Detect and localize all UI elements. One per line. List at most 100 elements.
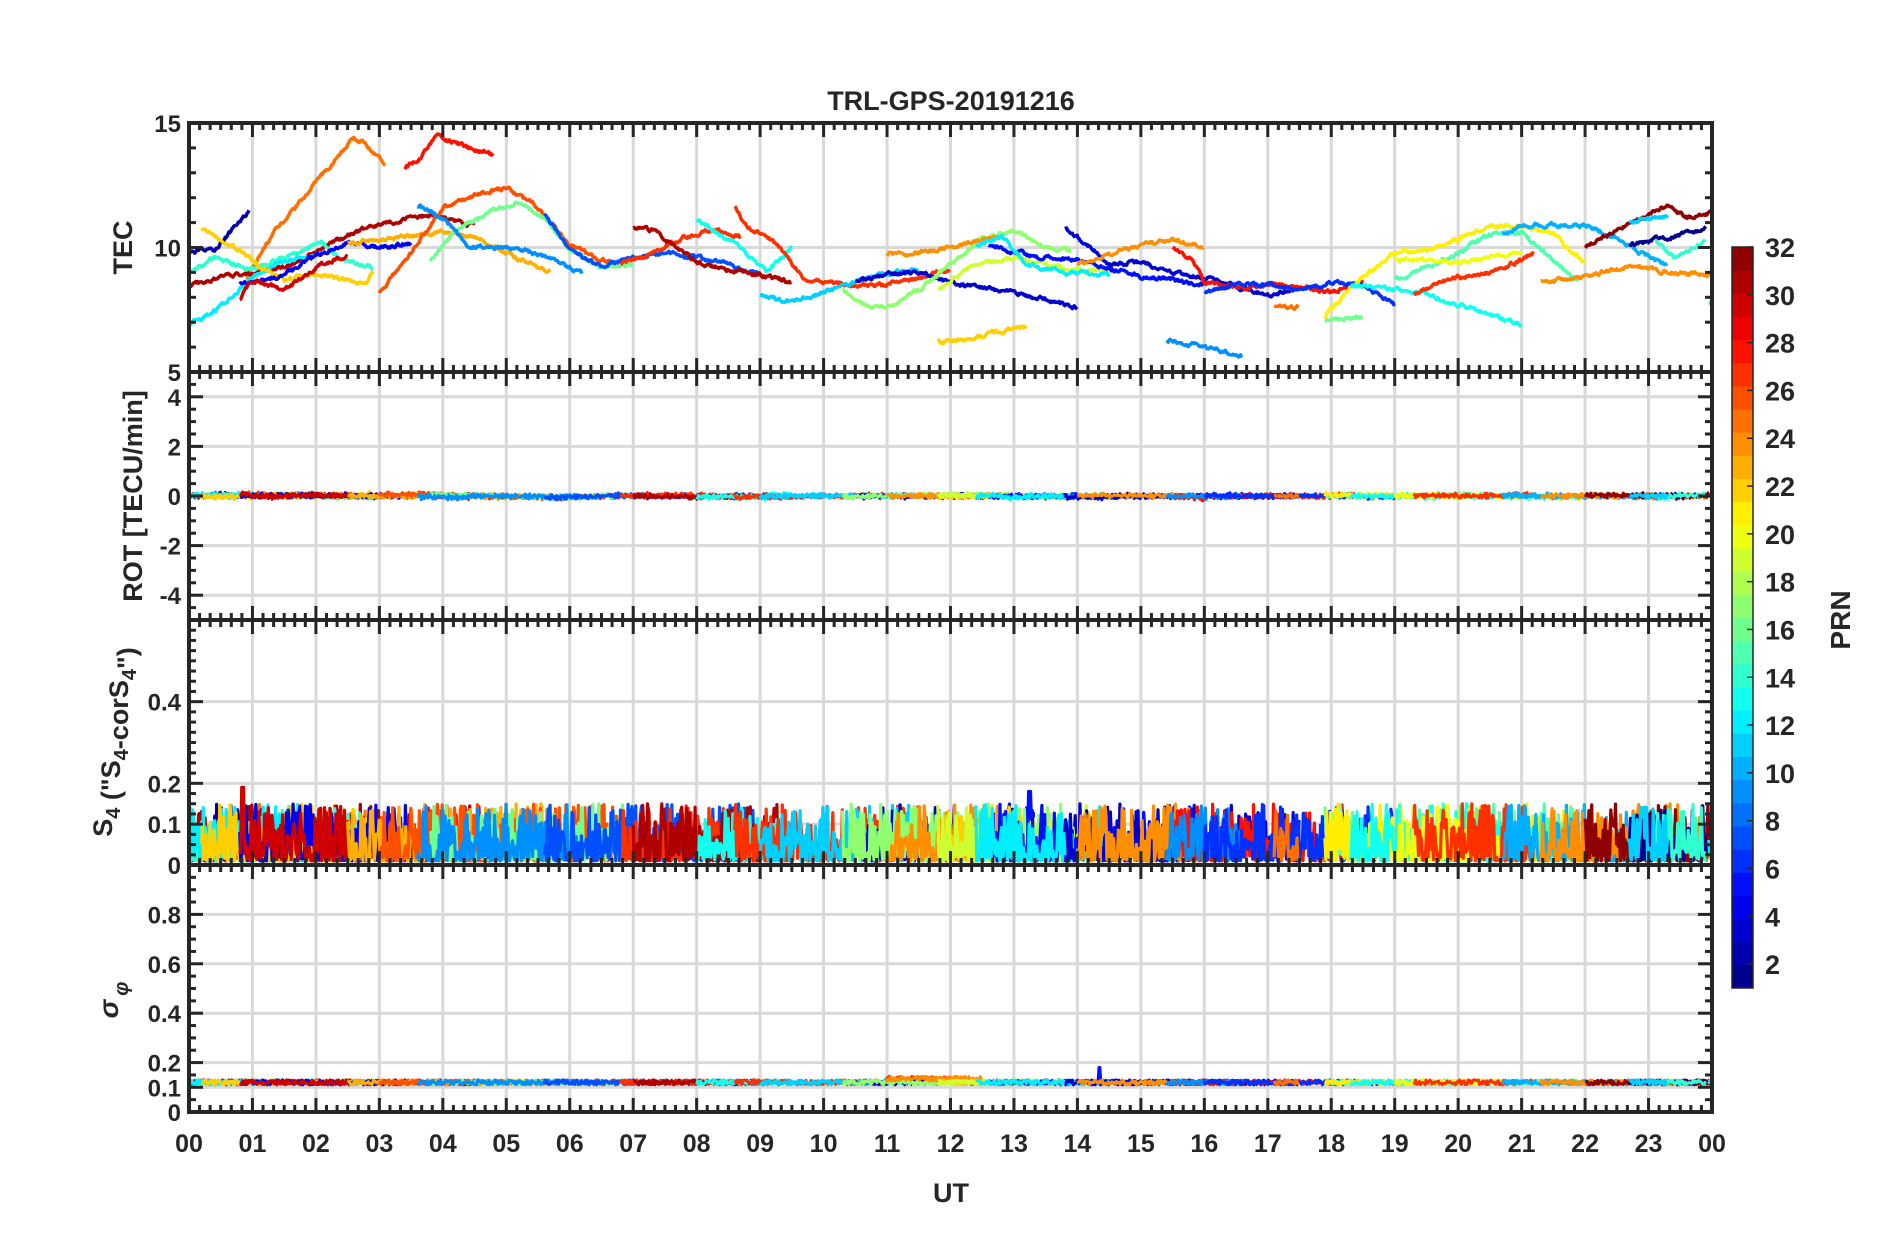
x-tick-label: 06 <box>556 1130 584 1158</box>
tec-series-prn-9 <box>1165 337 1244 359</box>
colorbar-tick-label: 16 <box>1765 615 1795 645</box>
colorbar-level <box>1732 825 1753 850</box>
label-part: ") <box>112 647 142 669</box>
x-tick-label: 10 <box>810 1130 838 1158</box>
tec-series-prn-3 <box>1063 226 1300 299</box>
rot-series-prn-11 <box>1628 492 1669 500</box>
tec-axes: 5 10 15 <box>154 111 1714 387</box>
sigma-ytick-label: 0.2 <box>148 1051 181 1078</box>
s4-ytick-label: 0 <box>168 853 181 880</box>
sigma-series-prn-11 <box>1628 1078 1669 1087</box>
tec-ytick-label: 10 <box>154 236 181 263</box>
x-tick-label: 11 <box>874 1130 901 1158</box>
tec-series-prn-26 <box>377 185 622 294</box>
x-tick-label: 03 <box>365 1130 393 1158</box>
x-tick-label: 23 <box>1635 1130 1663 1158</box>
sigma-axes: 00.10.2 0.4 0.6 0.8 <box>148 863 1714 1127</box>
x-tick-label: 17 <box>1254 1130 1282 1158</box>
colorbar-level <box>1732 548 1753 572</box>
sigma-axis-label: σφ <box>93 982 133 1019</box>
colorbar-level <box>1732 478 1753 503</box>
sigma-ytick-label: 0.6 <box>148 952 181 979</box>
tec-series-prn-17 <box>841 228 1072 311</box>
colorbar-tick-label: 8 <box>1765 807 1780 837</box>
sigma-ytick-label: 0.4 <box>148 1001 182 1028</box>
rot-axis-label: ROT [TECU/min] <box>118 390 148 601</box>
colorbar-level <box>1732 756 1753 781</box>
x-tick-label: 00 <box>175 1130 203 1158</box>
colorbar-tick-label: 10 <box>1765 759 1795 789</box>
colorbar-tick-label: 18 <box>1765 568 1795 598</box>
tec-series-prn-22 <box>936 324 1028 346</box>
colorbar-label: PRN <box>1825 590 1856 649</box>
colorbar-tick-label: 14 <box>1765 663 1795 693</box>
x-tick-label: 04 <box>429 1130 457 1158</box>
x-tick-label: 01 <box>239 1130 267 1158</box>
colorbar-level <box>1732 686 1753 711</box>
sigma-ytick-label: 0.1 <box>148 1075 181 1102</box>
tec-lines <box>189 132 1712 359</box>
s4-ytick-label: 0.1 <box>148 812 181 839</box>
colorbar-level <box>1732 617 1753 642</box>
tec-series-prn-30 <box>238 254 349 302</box>
colorbar-level <box>1732 270 1753 294</box>
tec-series-prn-23 <box>346 228 552 274</box>
tec-series-prn-11 <box>1628 214 1670 225</box>
colorbar-level <box>1732 802 1753 827</box>
tec-series-prn-7 <box>543 212 761 275</box>
rot-series-prn-30 <box>238 490 349 501</box>
colorbar-tick-label: 20 <box>1765 520 1795 550</box>
colorbar-level <box>1732 710 1753 734</box>
colorbar-level <box>1732 895 1753 920</box>
tec-ytick-label: 15 <box>154 111 181 138</box>
x-tick-label: 07 <box>619 1130 647 1158</box>
x-tick-label: 15 <box>1127 1130 1155 1158</box>
colorbar-frame <box>1731 246 1754 989</box>
label-part: -corS <box>104 680 134 749</box>
colorbar-level <box>1732 663 1753 688</box>
tec-series-prn-4 <box>238 239 413 287</box>
s4-ytick-label: 0.4 <box>148 690 182 717</box>
colorbar-level <box>1732 640 1753 665</box>
label-part: S <box>88 819 118 837</box>
tec-series-prn-14 <box>1654 238 1707 260</box>
tec-series-prn-24 <box>1076 236 1205 266</box>
tec-series-prn-9 <box>416 203 584 275</box>
sigma-symbol: σ <box>93 998 124 1018</box>
colorbar-tick-label: 28 <box>1765 329 1795 359</box>
x-tick-label: 22 <box>1571 1130 1599 1158</box>
colorbar-level <box>1732 849 1753 873</box>
x-axis-label: UT <box>933 1178 969 1208</box>
tec-series-prn-25 <box>245 135 386 280</box>
colorbar-level <box>1732 339 1753 364</box>
tec-ytick-label: 5 <box>168 360 181 387</box>
x-tick-label: 14 <box>1064 1130 1092 1158</box>
colorbar-level <box>1732 941 1753 966</box>
tec-axis-label: TEC <box>108 221 138 275</box>
rot-ytick-label: 4 <box>168 385 182 412</box>
rot-ytick-label: 2 <box>168 434 181 461</box>
tec-series-prn-20 <box>1393 250 1523 266</box>
tec-series-prn-27 <box>619 227 742 266</box>
colorbar-tick-label: 22 <box>1765 472 1795 502</box>
s4-series-prn-25 <box>1272 809 1300 863</box>
colorbar-level <box>1732 872 1753 896</box>
sigma-lines <box>189 1066 1712 1087</box>
x-tick-label: 19 <box>1381 1130 1409 1158</box>
colorbar-tick-label: 2 <box>1765 950 1780 980</box>
colorbar-level <box>1732 571 1753 595</box>
tec-series-prn-28 <box>403 132 495 170</box>
tec-series-prn-10 <box>1501 220 1669 267</box>
sigma-grid <box>189 865 1712 1112</box>
tec-series-prn-25 <box>1273 303 1300 311</box>
colorbar-level <box>1732 594 1753 618</box>
x-tick-label: 12 <box>937 1130 965 1158</box>
tec-series-prn-24 <box>1539 263 1712 285</box>
colorbar-level <box>1732 409 1753 433</box>
colorbar-level <box>1732 385 1753 410</box>
subscript: 4 <box>111 748 133 760</box>
tec-series-prn-16 <box>1324 314 1364 323</box>
tec-series-prn-13 <box>1349 282 1523 328</box>
